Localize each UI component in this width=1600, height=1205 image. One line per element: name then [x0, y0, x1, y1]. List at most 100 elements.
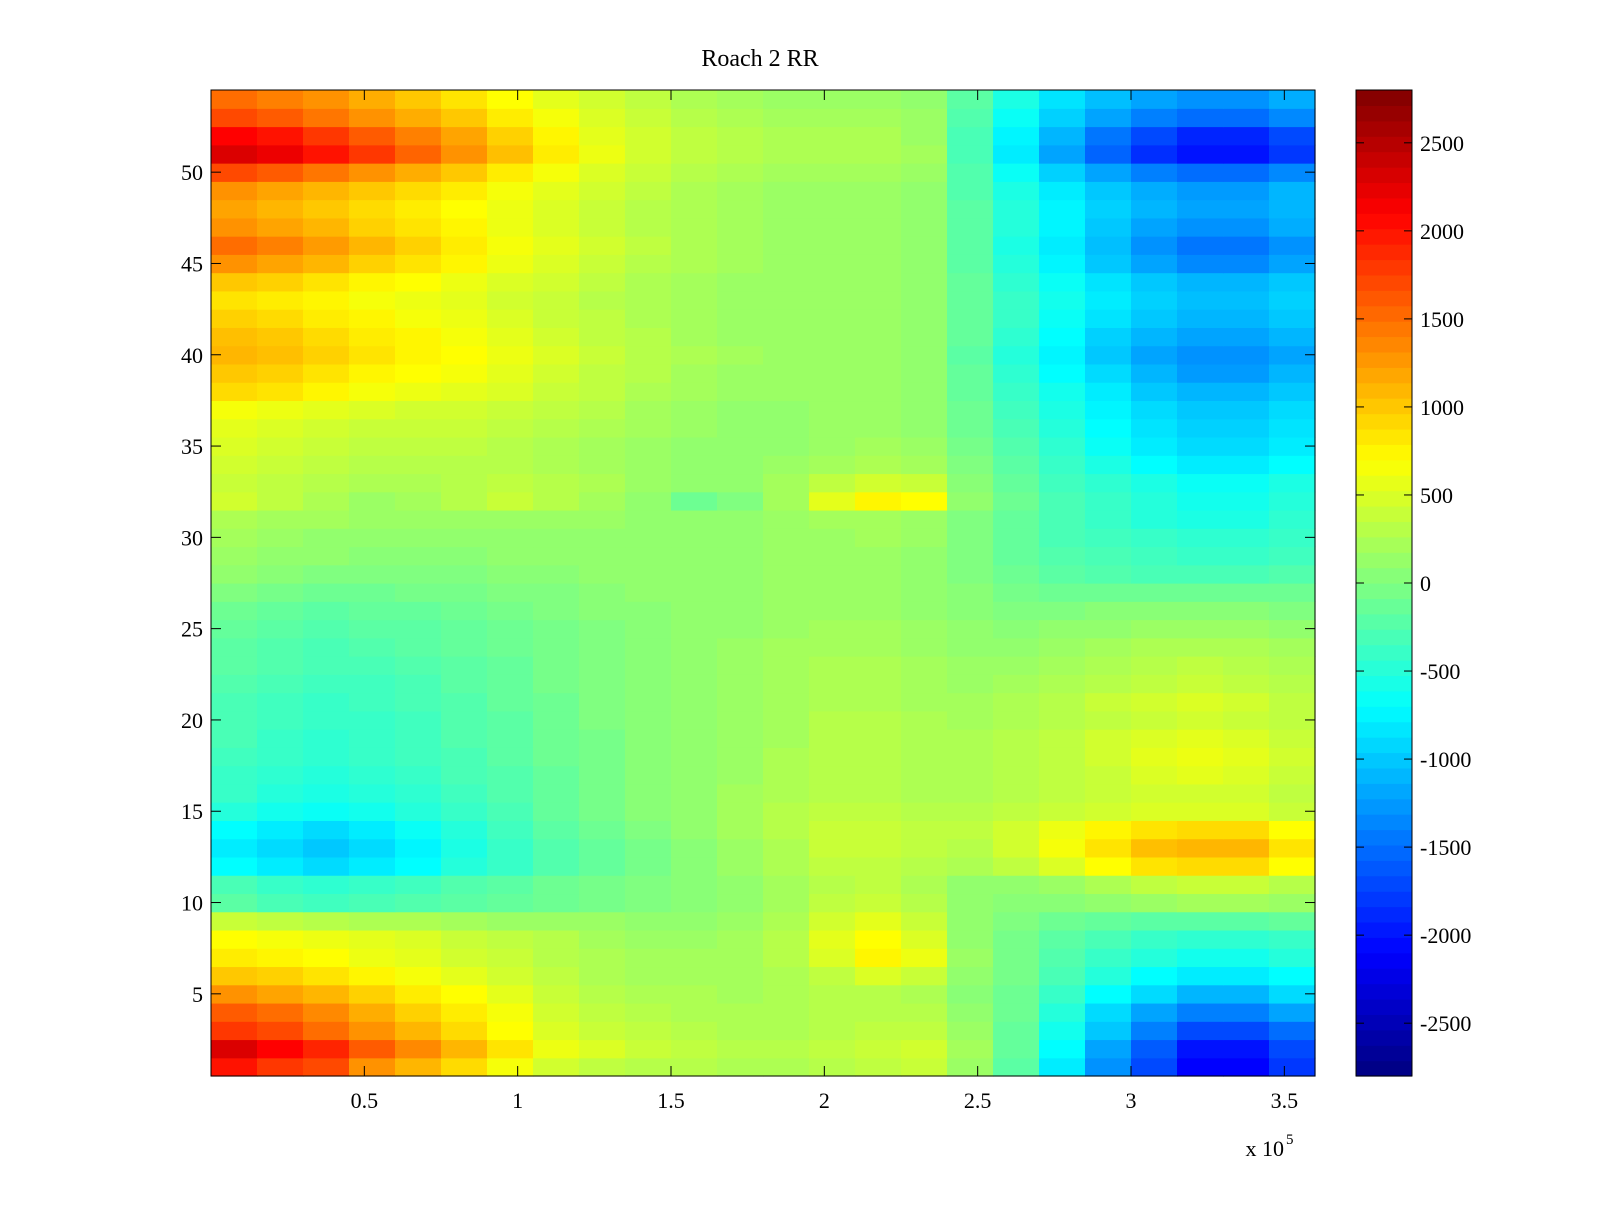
heatmap-cell	[717, 984, 764, 1004]
heatmap-cell	[257, 254, 304, 274]
heatmap-cell	[579, 400, 626, 420]
colorbar-band	[1356, 752, 1412, 769]
heatmap-cell	[717, 455, 764, 475]
heatmap-cell	[533, 1039, 580, 1059]
heatmap-cell	[1177, 181, 1224, 201]
heatmap-cell	[1223, 217, 1270, 237]
heatmap-cell	[487, 674, 534, 694]
heatmap-cell	[717, 656, 764, 675]
heatmap-cell	[763, 802, 810, 821]
heatmap-cell	[1223, 929, 1270, 949]
heatmap-cell	[1177, 783, 1224, 803]
heatmap-cell	[947, 564, 994, 584]
heatmap-cell	[303, 345, 350, 365]
heatmap-cell	[671, 1039, 718, 1059]
colorbar-tick-label: 2000	[1420, 219, 1464, 244]
heatmap-cell	[487, 893, 534, 913]
heatmap-cell	[763, 692, 810, 712]
heatmap-cell	[257, 327, 304, 347]
heatmap-cell	[625, 473, 672, 493]
heatmap-cell	[993, 254, 1040, 274]
heatmap-cell	[303, 783, 350, 803]
heatmap-cell	[1131, 144, 1178, 164]
heatmap-cell	[717, 875, 764, 895]
colorbar-tick-label: -1000	[1420, 747, 1471, 772]
heatmap-cell	[395, 674, 442, 694]
heatmap-cell	[763, 382, 810, 402]
heatmap-cell	[1131, 217, 1178, 237]
heatmap-cell	[257, 601, 304, 621]
heatmap-cell	[625, 1039, 672, 1059]
heatmap-cell	[809, 528, 856, 548]
heatmap-cell	[303, 692, 350, 712]
heatmap-cell	[533, 783, 580, 803]
heatmap-cell	[717, 181, 764, 201]
heatmap-cell	[901, 656, 948, 675]
heatmap-cell	[1177, 583, 1224, 602]
heatmap-cell	[855, 583, 902, 602]
colorbar-band	[1356, 629, 1412, 646]
heatmap-cell	[257, 838, 304, 858]
heatmap-cell	[671, 473, 718, 493]
heatmap-cell	[211, 436, 258, 456]
heatmap-cell	[993, 546, 1040, 566]
heatmap-cell	[947, 820, 994, 840]
heatmap-cell	[763, 163, 810, 182]
heatmap-cell	[257, 1021, 304, 1041]
heatmap-cell	[993, 181, 1040, 201]
heatmap-cell	[809, 217, 856, 237]
heatmap-cell	[257, 199, 304, 219]
y-axis: 5 10 15 20 25 30 35 40 45 50	[181, 160, 1315, 1007]
heatmap-cell	[717, 619, 764, 639]
heatmap-cell	[1131, 838, 1178, 858]
heatmap-cell	[901, 875, 948, 895]
heatmap-cell	[1177, 163, 1224, 182]
heatmap-cell	[257, 802, 304, 821]
heatmap-cell	[947, 382, 994, 402]
heatmap-cell	[1131, 765, 1178, 785]
heatmap-cell	[579, 272, 626, 292]
heatmap-cell	[1223, 710, 1270, 730]
colorbar-band	[1356, 367, 1412, 384]
heatmap-cell	[717, 893, 764, 913]
heatmap-cell	[1177, 802, 1224, 821]
heatmap-cell	[533, 1021, 580, 1041]
heatmap-cell	[947, 692, 994, 712]
heatmap-cell	[211, 473, 258, 493]
heatmap-cell	[947, 1021, 994, 1041]
heatmap-cell	[349, 363, 396, 383]
heatmap-cell	[349, 984, 396, 1004]
heatmap-cell	[487, 327, 534, 347]
heatmap-cell	[993, 528, 1040, 548]
heatmap-cell	[809, 656, 856, 675]
heatmap-cell	[901, 473, 948, 493]
heatmap-cell	[855, 984, 902, 1004]
heatmap-cell	[303, 199, 350, 219]
heatmap-cell	[1269, 637, 1316, 657]
colorbar-band	[1356, 321, 1412, 338]
heatmap-cell	[763, 108, 810, 128]
heatmap-cell	[533, 583, 580, 602]
heatmap-cell	[395, 984, 442, 1004]
heatmap-cell	[1223, 765, 1270, 785]
heatmap-cell	[1269, 382, 1316, 402]
heatmap-cell	[947, 856, 994, 876]
heatmap-cell	[1223, 436, 1270, 456]
heatmap-cell	[487, 656, 534, 675]
heatmap-cell	[487, 473, 534, 493]
colorbar-band	[1356, 490, 1412, 507]
heatmap-cell	[717, 163, 764, 182]
heatmap-cell	[1223, 911, 1270, 931]
heatmap-cell	[1177, 656, 1224, 675]
heatmap-cell	[487, 692, 534, 712]
heatmap-cell	[533, 1002, 580, 1022]
heatmap-cell	[763, 290, 810, 310]
heatmap-cell	[441, 418, 488, 438]
heatmap-cell	[395, 436, 442, 456]
heatmap-cell	[211, 1039, 258, 1059]
heatmap-cell	[441, 747, 488, 767]
heatmap-cell	[1039, 382, 1086, 402]
heatmap-cell	[1223, 327, 1270, 347]
colorbar-band	[1356, 151, 1412, 168]
heatmap-cell	[671, 217, 718, 237]
